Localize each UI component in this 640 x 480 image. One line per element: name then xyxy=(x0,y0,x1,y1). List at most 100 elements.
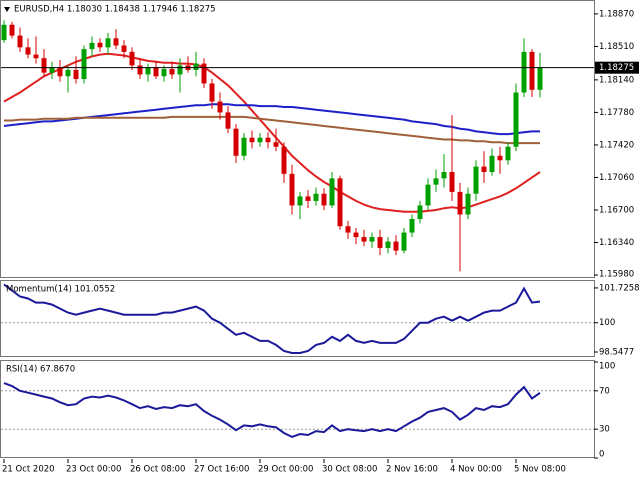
candle-body xyxy=(273,142,279,147)
candle-body xyxy=(105,38,111,48)
y-tick-label: 1.18140 xyxy=(599,75,634,85)
candle-body xyxy=(65,69,71,77)
candle-body xyxy=(169,69,175,75)
candle-body xyxy=(137,65,143,75)
indicator-line xyxy=(3,283,541,354)
x-tick-label: 21 Oct 2020 xyxy=(2,465,55,475)
y-tick-label: 1.16700 xyxy=(599,205,634,215)
candle-body xyxy=(393,241,399,251)
candle-body xyxy=(25,47,31,55)
moving-average xyxy=(4,115,540,145)
collapse-icon xyxy=(4,7,10,12)
panel-title: Momentum(14) 101.0552 xyxy=(6,285,115,295)
candle-body xyxy=(425,184,431,206)
candle-body xyxy=(441,172,447,179)
candle-body xyxy=(385,241,391,248)
y-tick-label: 1.18870 xyxy=(599,9,634,19)
x-tick-label: 4 Nov 00:00 xyxy=(450,465,502,475)
candle-body xyxy=(449,172,455,192)
candle-body xyxy=(361,237,367,242)
candle-body xyxy=(417,205,423,220)
candle-body xyxy=(505,146,511,161)
candle-body xyxy=(129,51,135,66)
y-tick-label: 100 xyxy=(599,362,615,372)
candle-body xyxy=(289,173,295,206)
candle-body xyxy=(329,178,335,206)
y-tick-label: 1.17780 xyxy=(599,108,634,118)
x-tick-label: 26 Oct 08:00 xyxy=(130,465,185,475)
candle-body xyxy=(321,193,327,206)
candle-body xyxy=(265,137,271,143)
candle-body xyxy=(433,178,439,185)
x-tick-label: 27 Oct 16:00 xyxy=(194,465,249,475)
y-tick-label: 1.17420 xyxy=(599,140,634,150)
moving-average xyxy=(3,52,541,213)
candle-body xyxy=(521,51,527,93)
candle-body xyxy=(97,42,103,48)
last-price-label: 1.18275 xyxy=(599,63,634,73)
candle-body xyxy=(201,63,207,84)
candle-body xyxy=(345,226,351,233)
candle-body xyxy=(337,178,343,227)
candle-body xyxy=(377,237,383,248)
y-tick-label: 1.18510 xyxy=(599,42,634,52)
candle-body xyxy=(153,67,159,77)
candle-body xyxy=(225,112,231,129)
y-tick-label: 30 xyxy=(599,425,610,435)
x-tick-label: 5 Nov 08:00 xyxy=(514,465,566,475)
panel-frame xyxy=(0,0,595,278)
candle-body xyxy=(481,166,487,173)
candle-body xyxy=(89,42,95,50)
candle-body xyxy=(369,237,375,242)
y-tick-label: 1.16340 xyxy=(599,238,634,248)
moving-average xyxy=(3,103,540,136)
last-price-box xyxy=(595,61,639,74)
candle-body xyxy=(81,49,87,79)
candle-body xyxy=(249,137,255,143)
candle-body xyxy=(529,51,535,90)
candle-body xyxy=(49,67,55,73)
panel-frame xyxy=(0,360,595,458)
candle-body xyxy=(457,191,463,215)
candle-body xyxy=(257,137,263,143)
candle-body xyxy=(513,92,519,147)
panel-title: EURUSD,H4 1.18030 1.18438 1.17946 1.1827… xyxy=(14,5,216,15)
candle-body xyxy=(217,101,223,113)
indicator-line xyxy=(3,382,541,438)
candle-body xyxy=(41,58,47,73)
x-tick-label: 2 Nov 16:00 xyxy=(386,465,438,475)
y-tick-label: 100 xyxy=(599,318,615,328)
candle-body xyxy=(73,69,79,79)
candle-body xyxy=(281,146,287,174)
candle-body xyxy=(9,24,15,36)
candle-body xyxy=(17,35,23,48)
candle-body xyxy=(121,45,127,52)
candle-body xyxy=(1,24,7,41)
y-tick-label: 70 xyxy=(599,386,610,396)
x-tick-label: 29 Oct 00:00 xyxy=(258,465,313,475)
candle-body xyxy=(145,67,151,75)
candle-body xyxy=(353,232,359,238)
y-tick-label: 98.5477 xyxy=(599,348,634,358)
candle-body xyxy=(233,128,239,156)
x-tick-label: 30 Oct 08:00 xyxy=(322,465,377,475)
x-tick-label: 23 Oct 00:00 xyxy=(66,465,121,475)
y-tick-label: 1.17060 xyxy=(599,173,634,183)
candle-body xyxy=(305,196,311,201)
candle-body xyxy=(193,63,199,70)
candle-body xyxy=(161,69,167,77)
candle-body xyxy=(57,67,63,77)
candle-body xyxy=(489,155,495,173)
y-tick-label: 1.15980 xyxy=(599,270,634,280)
y-tick-label: 0 xyxy=(599,450,604,460)
y-tick-label: 101.7258 xyxy=(599,283,640,293)
panel-frame xyxy=(0,280,595,357)
candle-body xyxy=(241,137,247,156)
candle-body xyxy=(113,38,119,46)
candle-body xyxy=(473,166,479,194)
candle-body xyxy=(409,219,415,233)
panel-title: RSI(14) 67.8670 xyxy=(6,365,75,375)
candle-body xyxy=(297,196,303,206)
